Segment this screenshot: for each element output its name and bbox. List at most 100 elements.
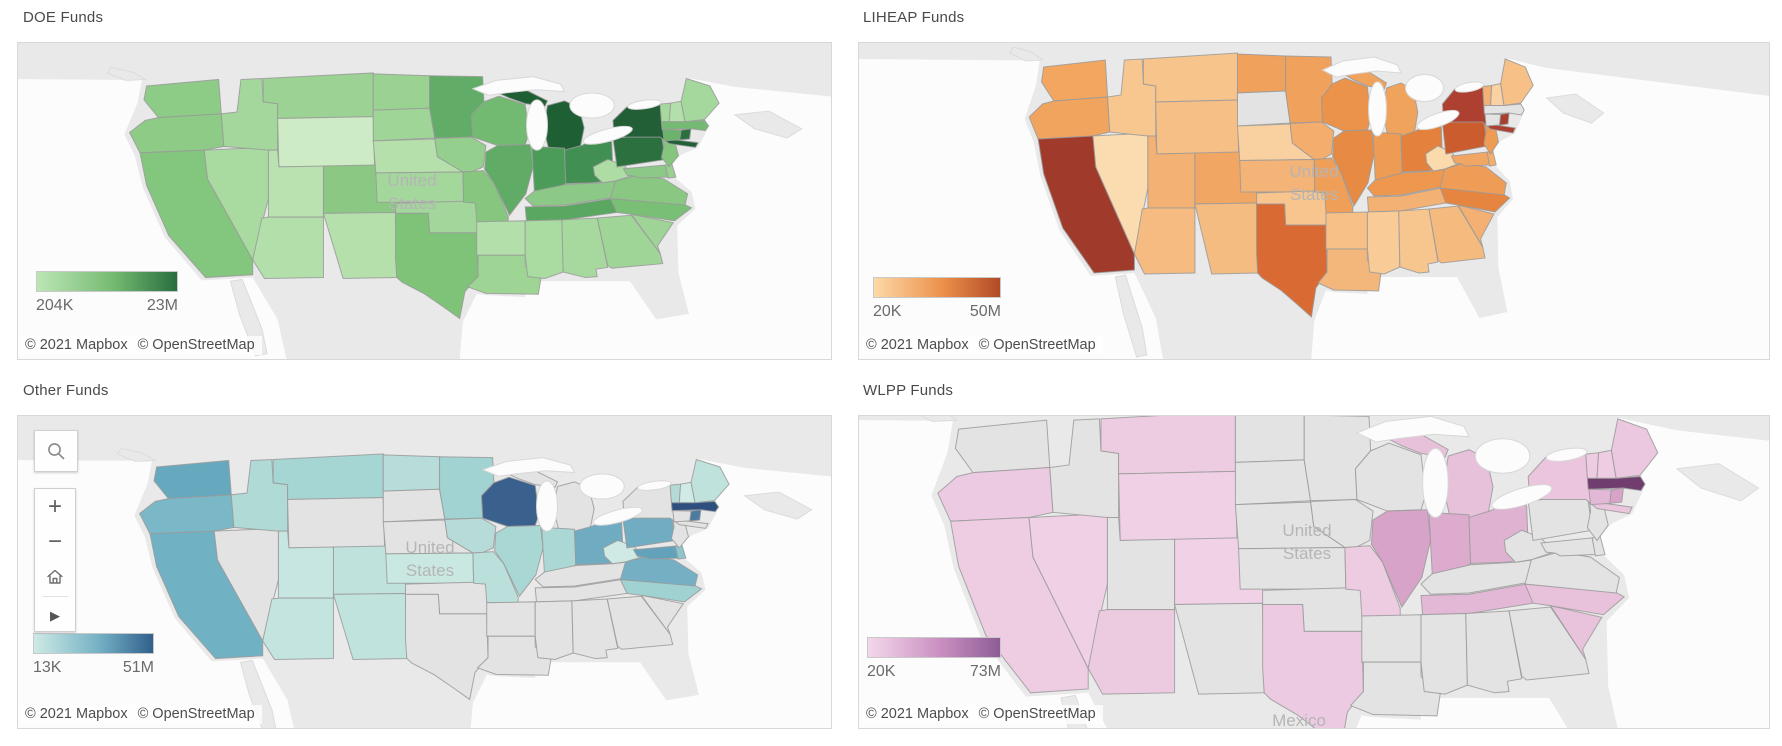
state-ms[interactable] bbox=[1367, 211, 1399, 274]
state-mt[interactable] bbox=[1101, 416, 1235, 474]
state-vt[interactable] bbox=[1586, 453, 1599, 479]
openstreetmap-attribution-link[interactable]: © OpenStreetMap bbox=[978, 337, 1096, 353]
state-az[interactable] bbox=[253, 217, 324, 278]
openstreetmap-attribution-link[interactable]: © OpenStreetMap bbox=[137, 337, 255, 353]
state-ar[interactable] bbox=[1326, 212, 1367, 249]
state-ga[interactable] bbox=[597, 215, 663, 268]
state-sc[interactable] bbox=[1551, 606, 1602, 660]
zoom-in-button[interactable]: + bbox=[47, 492, 62, 520]
state-wa[interactable] bbox=[955, 420, 1049, 472]
state-ia[interactable] bbox=[1290, 122, 1334, 160]
state-sd[interactable] bbox=[383, 489, 445, 522]
state-in[interactable] bbox=[1429, 512, 1471, 573]
liheap-legend-max: 50M bbox=[969, 303, 1001, 320]
state-il[interactable] bbox=[495, 526, 543, 597]
other-funds-map[interactable]: United States + − ▶ 13K 51M © 2021 Mapbox… bbox=[17, 415, 832, 729]
mapbox-attribution-link[interactable]: © 2021 Mapbox bbox=[25, 337, 128, 353]
state-nd[interactable] bbox=[373, 74, 429, 110]
state-az[interactable] bbox=[1134, 208, 1194, 274]
state-il[interactable] bbox=[1333, 130, 1374, 206]
map-attribution: © 2021 Mapbox © OpenStreetMap bbox=[21, 705, 262, 724]
state-in[interactable] bbox=[542, 527, 576, 572]
state-wa[interactable] bbox=[1041, 60, 1107, 101]
state-ct[interactable] bbox=[673, 511, 691, 522]
state-wy[interactable] bbox=[1119, 471, 1237, 540]
map-search-button[interactable] bbox=[34, 430, 78, 472]
state-ri[interactable] bbox=[690, 510, 701, 521]
state-ri[interactable] bbox=[680, 129, 691, 140]
mapbox-attribution-link[interactable]: © 2021 Mapbox bbox=[866, 706, 969, 722]
doe-funds-map[interactable]: United States 204K 23M © 2021 Mapbox © Op… bbox=[17, 42, 832, 360]
state-wy[interactable] bbox=[1156, 100, 1239, 154]
state-tx[interactable] bbox=[1263, 604, 1364, 728]
state-sc[interactable] bbox=[1458, 205, 1494, 247]
state-ar[interactable] bbox=[1362, 615, 1421, 662]
state-tx[interactable] bbox=[1257, 204, 1328, 317]
state-tx[interactable] bbox=[396, 213, 479, 318]
state-wa[interactable] bbox=[154, 460, 231, 498]
state-ma[interactable] bbox=[661, 120, 708, 130]
state-ct[interactable] bbox=[663, 130, 681, 141]
state-sc[interactable] bbox=[631, 214, 673, 253]
state-az[interactable] bbox=[263, 598, 334, 659]
state-ar[interactable] bbox=[487, 602, 535, 636]
state-tx[interactable] bbox=[406, 594, 489, 699]
state-az[interactable] bbox=[1088, 610, 1174, 694]
state-ga[interactable] bbox=[1509, 607, 1589, 680]
state-mt[interactable] bbox=[263, 73, 373, 119]
state-nd[interactable] bbox=[1235, 416, 1304, 462]
state-sd[interactable] bbox=[1237, 91, 1290, 126]
state-ms[interactable] bbox=[1421, 613, 1467, 694]
state-nd[interactable] bbox=[1237, 54, 1285, 93]
state-wv[interactable] bbox=[603, 540, 644, 563]
state-mt[interactable] bbox=[1143, 53, 1237, 102]
other-color-legend: 13K 51M bbox=[33, 633, 154, 677]
state-ga[interactable] bbox=[607, 596, 673, 649]
state-la[interactable] bbox=[1351, 662, 1441, 716]
state-ma[interactable] bbox=[1587, 476, 1645, 490]
state-sd[interactable] bbox=[1235, 460, 1310, 505]
state-nd[interactable] bbox=[383, 455, 439, 491]
state-wv[interactable] bbox=[1504, 530, 1554, 562]
mapbox-attribution-link[interactable]: © 2021 Mapbox bbox=[866, 337, 969, 353]
state-wv[interactable] bbox=[593, 159, 634, 182]
liheap-funds-map[interactable]: United States 20K 50M © 2021 Mapbox © Ope… bbox=[858, 42, 1770, 360]
state-ri[interactable] bbox=[1500, 113, 1510, 125]
state-ia[interactable] bbox=[445, 518, 496, 553]
state-ct[interactable] bbox=[1485, 114, 1501, 126]
wlpp-choropleth-svg[interactable]: United States Mexico bbox=[859, 416, 1769, 728]
other-choropleth-svg[interactable]: United States bbox=[18, 416, 831, 728]
state-wv[interactable] bbox=[1426, 146, 1461, 171]
state-ia[interactable] bbox=[435, 137, 486, 172]
expand-toolbar-button[interactable]: ▶ bbox=[50, 607, 60, 623]
state-wy[interactable] bbox=[278, 117, 375, 167]
state-wa[interactable] bbox=[144, 79, 221, 117]
state-sd[interactable] bbox=[373, 108, 435, 141]
state-ct[interactable] bbox=[1589, 489, 1611, 504]
state-sc[interactable] bbox=[641, 595, 683, 634]
map-attribution: © 2021 Mapbox © OpenStreetMap bbox=[862, 705, 1103, 724]
zoom-out-button[interactable]: − bbox=[47, 527, 62, 555]
state-ia[interactable] bbox=[1311, 500, 1373, 548]
state-in[interactable] bbox=[532, 146, 566, 191]
state-in[interactable] bbox=[1373, 132, 1402, 180]
state-ma[interactable] bbox=[1484, 104, 1524, 115]
state-ri[interactable] bbox=[1610, 488, 1624, 503]
state-mt[interactable] bbox=[273, 454, 383, 500]
state-ma[interactable] bbox=[671, 501, 718, 511]
state-ms[interactable] bbox=[535, 601, 573, 660]
doe-choropleth-svg[interactable]: United States bbox=[18, 43, 831, 359]
state-il[interactable] bbox=[485, 145, 533, 216]
state-ms[interactable] bbox=[525, 220, 563, 279]
state-ar[interactable] bbox=[477, 221, 525, 255]
openstreetmap-attribution-link[interactable]: © OpenStreetMap bbox=[137, 706, 255, 722]
search-icon bbox=[47, 442, 65, 460]
wlpp-funds-map[interactable]: United States Mexico 20K 73M © 2021 Mapbox… bbox=[858, 415, 1770, 729]
mapbox-attribution-link[interactable]: © 2021 Mapbox bbox=[25, 706, 128, 722]
home-reset-button[interactable] bbox=[35, 559, 75, 594]
state-il[interactable] bbox=[1371, 510, 1430, 607]
state-ga[interactable] bbox=[1429, 206, 1485, 263]
state-wy[interactable] bbox=[288, 498, 385, 548]
liheap-choropleth-svg[interactable]: United States bbox=[859, 43, 1769, 359]
openstreetmap-attribution-link[interactable]: © OpenStreetMap bbox=[978, 706, 1096, 722]
